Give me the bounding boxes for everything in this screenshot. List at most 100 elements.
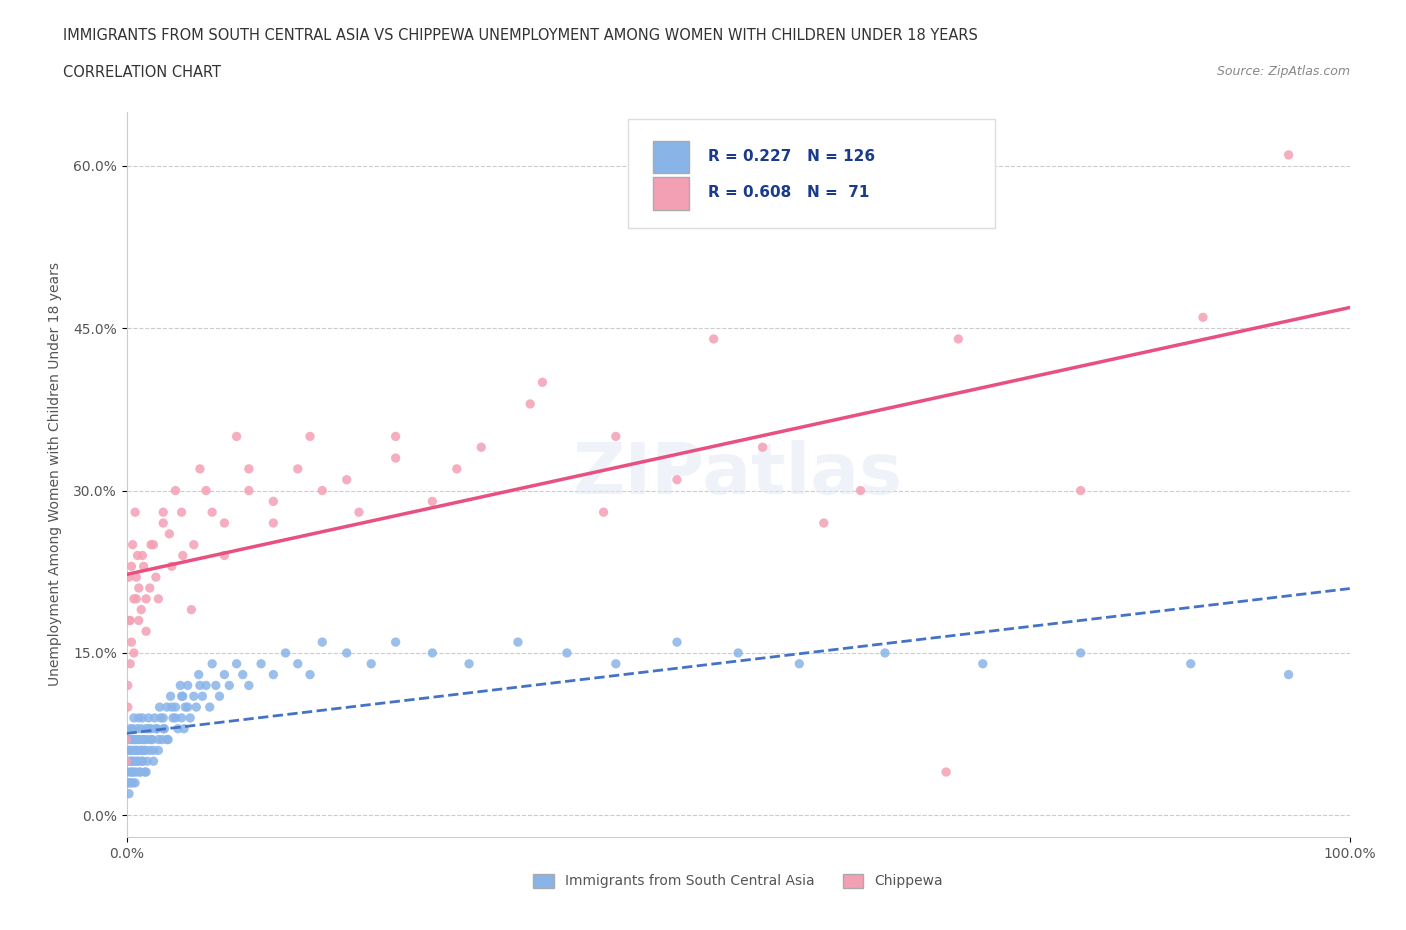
Point xyxy=(336,472,359,487)
Point xyxy=(458,657,481,671)
Point xyxy=(384,451,406,466)
Point xyxy=(134,764,156,779)
Point xyxy=(287,657,309,671)
Point xyxy=(849,483,872,498)
Point xyxy=(135,764,157,779)
Point xyxy=(120,743,142,758)
Point xyxy=(165,711,187,725)
Point xyxy=(118,613,141,628)
Point xyxy=(142,754,165,769)
Point xyxy=(703,331,725,346)
Point xyxy=(666,472,689,487)
Point xyxy=(141,732,163,747)
Point xyxy=(120,776,142,790)
Point xyxy=(122,711,145,725)
Point xyxy=(120,722,142,737)
Point xyxy=(128,711,150,725)
Point xyxy=(125,732,148,747)
Point xyxy=(129,732,152,747)
Point xyxy=(120,634,142,649)
Point xyxy=(117,678,139,693)
FancyBboxPatch shape xyxy=(628,119,995,228)
Point xyxy=(225,657,247,671)
Point xyxy=(195,678,218,693)
Point xyxy=(727,645,749,660)
Point xyxy=(146,722,169,737)
Point xyxy=(187,667,209,682)
Point xyxy=(935,764,957,779)
Point xyxy=(143,711,166,725)
Point xyxy=(134,743,156,758)
Point xyxy=(115,754,138,769)
Point xyxy=(173,722,195,737)
Point xyxy=(120,754,142,769)
Point xyxy=(159,689,181,704)
Point xyxy=(125,591,148,606)
Point xyxy=(121,722,143,737)
Point xyxy=(132,732,155,747)
Point xyxy=(519,396,541,411)
Point xyxy=(873,645,896,660)
Point xyxy=(948,331,970,346)
Point xyxy=(129,764,152,779)
Point xyxy=(124,743,146,758)
Point xyxy=(136,732,159,747)
Point xyxy=(232,667,254,682)
Point xyxy=(183,689,205,704)
Point xyxy=(208,689,231,704)
Point xyxy=(125,570,148,585)
Point xyxy=(170,505,193,520)
Point xyxy=(180,603,202,618)
Point xyxy=(179,711,201,725)
Point xyxy=(238,461,260,476)
Point xyxy=(198,699,221,714)
Point xyxy=(120,754,142,769)
Point xyxy=(422,645,444,660)
Point xyxy=(1277,148,1299,163)
Point xyxy=(127,743,149,758)
Point xyxy=(135,722,157,737)
Point xyxy=(122,732,145,747)
Point xyxy=(152,722,174,737)
Point xyxy=(336,645,359,660)
Point xyxy=(751,440,773,455)
Point xyxy=(174,699,197,714)
Point xyxy=(148,743,170,758)
Point xyxy=(605,657,627,671)
Point xyxy=(128,754,150,769)
Point xyxy=(131,711,153,725)
Point xyxy=(148,591,170,606)
Point xyxy=(121,754,143,769)
Text: R = 0.227   N = 126: R = 0.227 N = 126 xyxy=(707,149,875,164)
Point xyxy=(157,732,180,747)
Point xyxy=(169,678,191,693)
Point xyxy=(150,732,173,747)
Point xyxy=(218,678,240,693)
Point xyxy=(135,624,157,639)
Point xyxy=(142,538,165,552)
Point xyxy=(132,732,155,747)
Point xyxy=(165,483,187,498)
Point xyxy=(122,764,145,779)
Point xyxy=(139,580,162,595)
Point xyxy=(145,570,167,585)
Point xyxy=(142,743,165,758)
Point xyxy=(172,548,194,563)
Point xyxy=(121,776,143,790)
Point xyxy=(139,722,162,737)
Point xyxy=(120,657,142,671)
Point xyxy=(129,722,152,737)
Point xyxy=(188,678,211,693)
Point xyxy=(311,483,333,498)
Point xyxy=(446,461,468,476)
Point xyxy=(262,494,284,509)
Point xyxy=(160,699,183,714)
Point xyxy=(172,689,194,704)
Point xyxy=(201,505,224,520)
Point xyxy=(422,494,444,509)
Point xyxy=(118,732,141,747)
Point xyxy=(129,743,152,758)
Point xyxy=(135,591,157,606)
Point xyxy=(972,657,994,671)
Point xyxy=(120,764,142,779)
